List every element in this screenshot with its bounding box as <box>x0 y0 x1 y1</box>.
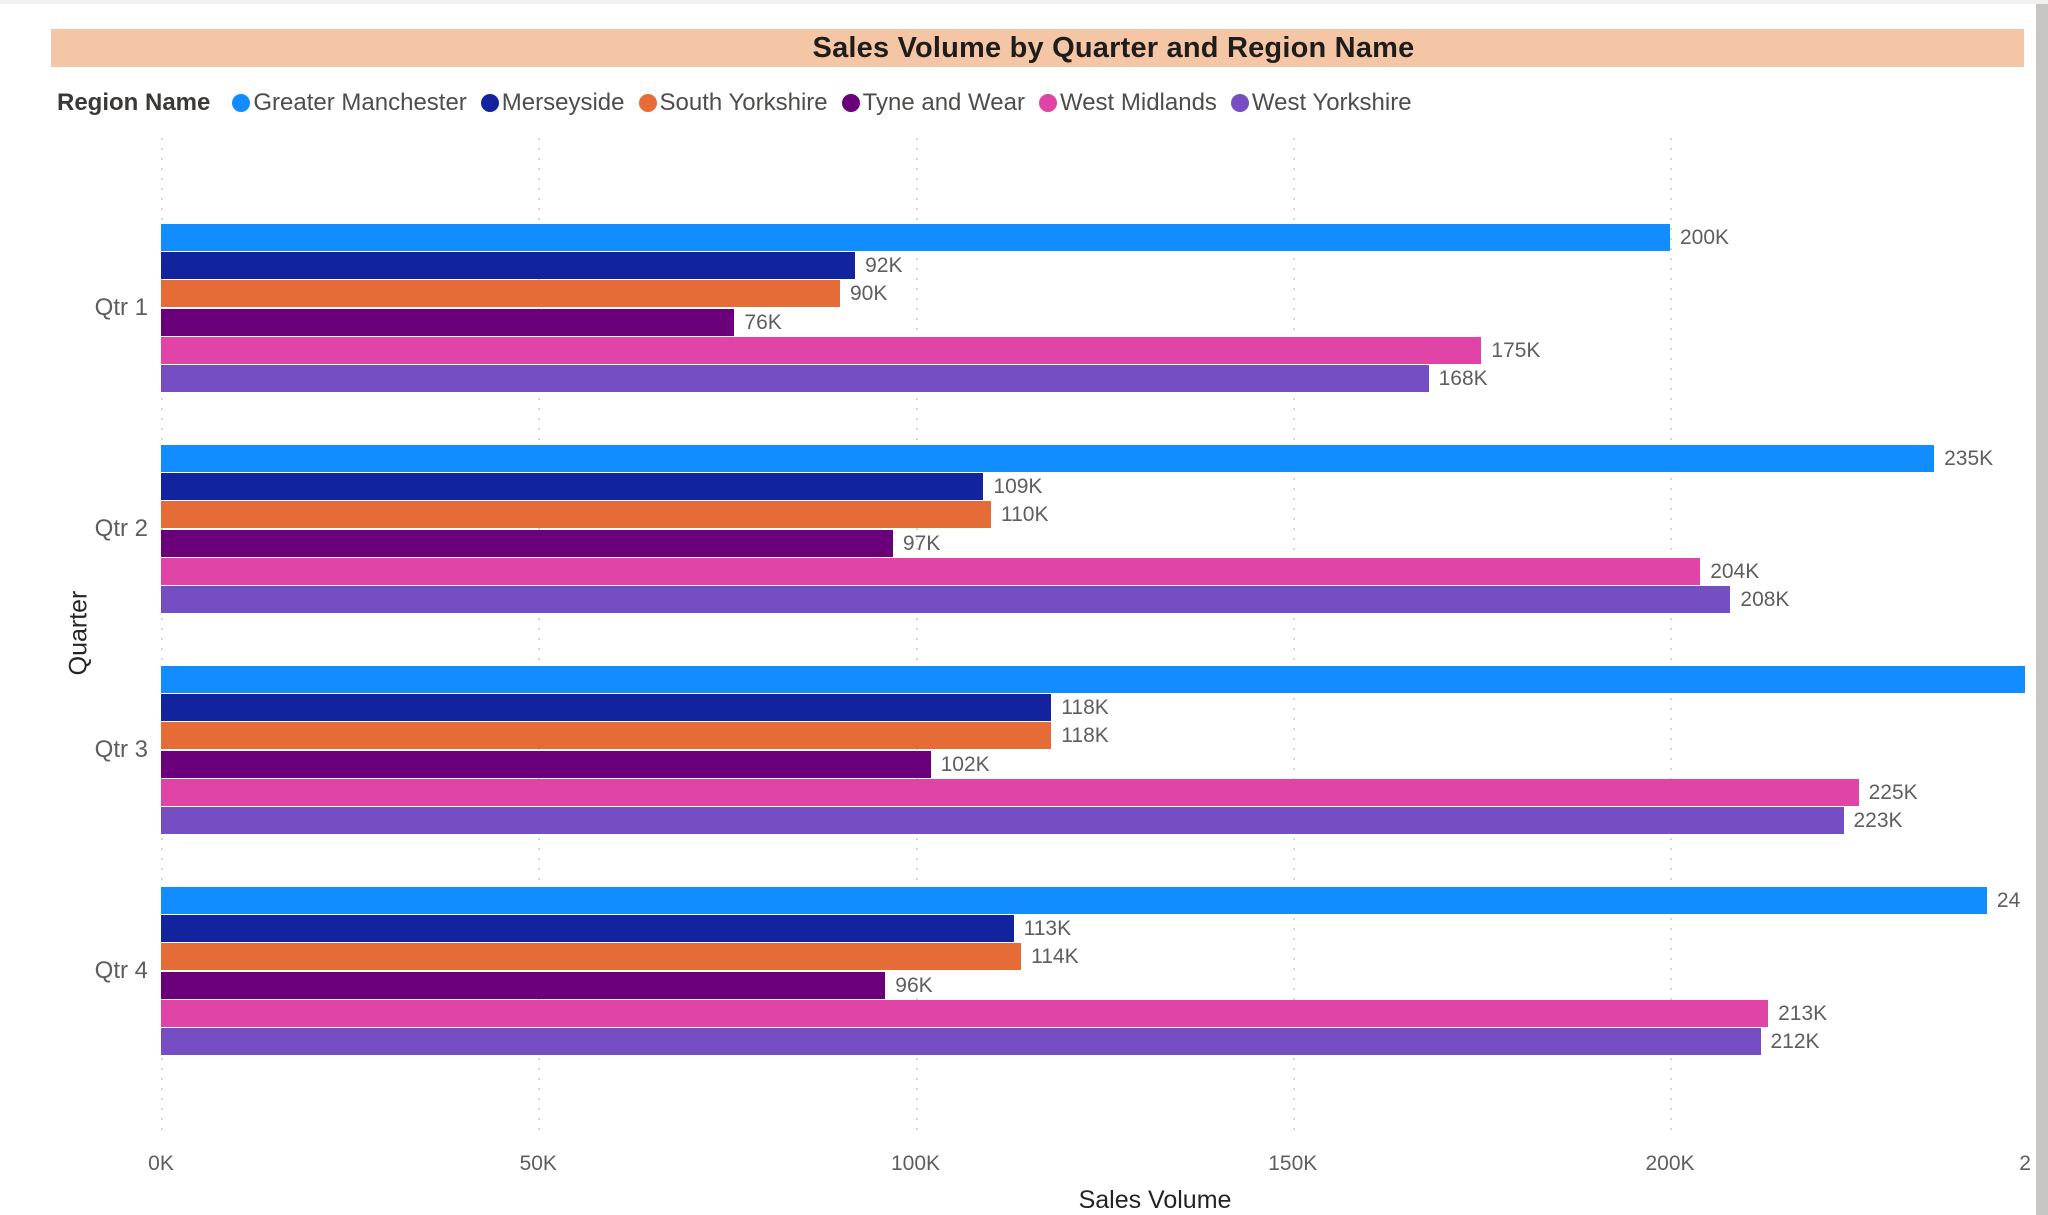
legend-item-label: South Yorkshire <box>659 89 828 116</box>
bar-data-label: 213K <box>1778 1001 1828 1025</box>
gridline-200k <box>1670 138 1672 1135</box>
bar-qtr-4-merseyside[interactable] <box>161 915 1014 943</box>
bar-data-label: 24 <box>1996 889 2021 912</box>
x-tick-label-150k: 150K <box>1268 1152 1318 1175</box>
category-label-qtr-3: Qtr 3 <box>94 735 148 763</box>
bar-qtr-2-south-yorkshire[interactable] <box>161 501 991 529</box>
bar-data-label: 223K <box>1853 808 1903 832</box>
category-label-qtr-1: Qtr 1 <box>94 293 148 321</box>
bar-data-label: 175K <box>1491 338 1541 362</box>
legend-item-south-yorkshire[interactable]: South Yorkshire <box>638 89 828 117</box>
bar-data-label: 90K <box>850 282 888 306</box>
legend-item-label: Tyne and Wear <box>862 89 1025 116</box>
bar-qtr-3-tyne-and-wear[interactable] <box>161 750 931 778</box>
x-axis-title: Sales Volume <box>1078 1186 1232 1214</box>
bar-qtr-1-tyne-and-wear[interactable] <box>161 308 735 336</box>
legend-swatch-icon <box>841 94 860 112</box>
bar-data-label: 113K <box>1023 917 1072 941</box>
x-tick-label-0k: 0K <box>148 1152 174 1175</box>
bar-qtr-2-merseyside[interactable] <box>161 473 984 501</box>
bar-data-label: 225K <box>1868 780 1918 804</box>
gridline-50k <box>538 138 541 1135</box>
bar-data-label: 96K <box>895 973 933 997</box>
gridline-150k <box>1292 138 1295 1135</box>
bar-data-label: 118K <box>1061 724 1109 748</box>
legend-swatch-icon <box>1230 94 1249 112</box>
bar-data-label: 114K <box>1031 945 1079 969</box>
bar-qtr-2-greater-manchester[interactable] <box>161 445 1935 472</box>
bar-qtr-2-west-midlands[interactable] <box>161 557 1701 585</box>
legend-swatch-icon <box>480 94 499 112</box>
y-axis-title: Quarter <box>64 590 93 676</box>
category-label-qtr-2: Qtr 2 <box>94 514 148 542</box>
bar-data-label: 204K <box>1710 559 1760 583</box>
bar-qtr-3-south-yorkshire[interactable] <box>161 722 1052 750</box>
legend-item-merseyside[interactable]: Merseyside <box>480 89 625 117</box>
legend-item-greater-manchester[interactable]: Greater Manchester <box>232 89 467 117</box>
bar-qtr-4-greater-manchester[interactable] <box>161 887 1987 914</box>
bar-data-label: 118K <box>1061 696 1109 720</box>
gridline-100k <box>915 138 918 1135</box>
bar-qtr-2-west-yorkshire[interactable] <box>161 585 1731 613</box>
bar-data-label: 200K <box>1680 226 1730 249</box>
bar-data-label: 102K <box>940 752 990 776</box>
bar-data-label: 92K <box>865 254 903 278</box>
bar-qtr-1-merseyside[interactable] <box>161 252 856 280</box>
bar-data-label: 235K <box>1944 447 1994 470</box>
bar-qtr-1-south-yorkshire[interactable] <box>161 280 840 308</box>
legend-item-label: Merseyside <box>501 89 625 116</box>
bar-qtr-1-greater-manchester[interactable] <box>161 224 1670 251</box>
bar-data-label: 168K <box>1438 366 1488 390</box>
bar-data-label: 208K <box>1740 587 1790 611</box>
bar-data-label: 212K <box>1770 1029 1820 1053</box>
chart-title-band: Sales Volume by Quarter and Region Name <box>51 29 2024 67</box>
legend-item-west-midlands[interactable]: West Midlands <box>1038 89 1217 117</box>
bar-qtr-1-west-yorkshire[interactable] <box>161 364 1429 392</box>
x-tick-label-50k: 50K <box>519 1152 557 1175</box>
legend-item-label: West Midlands <box>1059 89 1217 116</box>
legend-item-west-yorkshire[interactable]: West Yorkshire <box>1230 89 1412 117</box>
bar-qtr-3-west-midlands[interactable] <box>161 778 1859 806</box>
bar-data-label: 110K <box>1001 503 1049 527</box>
legend-swatch-icon <box>1038 94 1057 112</box>
bar-qtr-4-west-midlands[interactable] <box>161 999 1769 1027</box>
legend-item-tyne-and-wear[interactable]: Tyne and Wear <box>841 89 1025 117</box>
chart-title: Sales Volume by Quarter and Region Name <box>812 31 1415 64</box>
legend-swatch-icon <box>638 94 657 112</box>
bar-qtr-3-west-yorkshire[interactable] <box>161 806 1844 834</box>
gridline-0k <box>161 138 163 1135</box>
bar-qtr-4-tyne-and-wear[interactable] <box>161 971 886 999</box>
top-border-strip <box>0 0 2048 4</box>
bar-qtr-4-west-yorkshire[interactable] <box>161 1027 1761 1055</box>
plot-area: 200K 92K 90K 76K 175K 168K 235K 109K 110K 97K 204K… <box>161 138 2025 1135</box>
x-tick-label-100k: 100K <box>890 1152 941 1175</box>
legend: Region Name Greater Manchester Merseyside… <box>57 86 2017 120</box>
legend-item-label: Greater Manchester <box>253 89 467 116</box>
legend-swatch-icon <box>232 94 251 112</box>
bar-data-label: 109K <box>993 475 1043 499</box>
legend-title: Region Name <box>57 89 211 116</box>
x-tick-label-200k: 200K <box>1645 1152 1695 1175</box>
legend-item-label: West Yorkshire <box>1251 89 1412 116</box>
x-tick-label-2: 2 <box>2019 1152 2031 1175</box>
bar-qtr-2-tyne-and-wear[interactable] <box>161 529 893 557</box>
bar-qtr-4-south-yorkshire[interactable] <box>161 943 1022 971</box>
vertical-scrollbar[interactable] <box>2036 4 2048 1215</box>
bar-qtr-3-merseyside[interactable] <box>161 694 1052 722</box>
bar-data-label: 97K <box>902 531 941 555</box>
bar-qtr-1-west-midlands[interactable] <box>161 336 1482 364</box>
bar-data-label: 76K <box>744 310 782 334</box>
legend-items: Greater Manchester Merseyside South Yorksh… <box>232 89 1412 117</box>
bar-qtr-3-greater-manchester[interactable] <box>161 666 2025 693</box>
category-label-qtr-4: Qtr 4 <box>94 956 148 984</box>
